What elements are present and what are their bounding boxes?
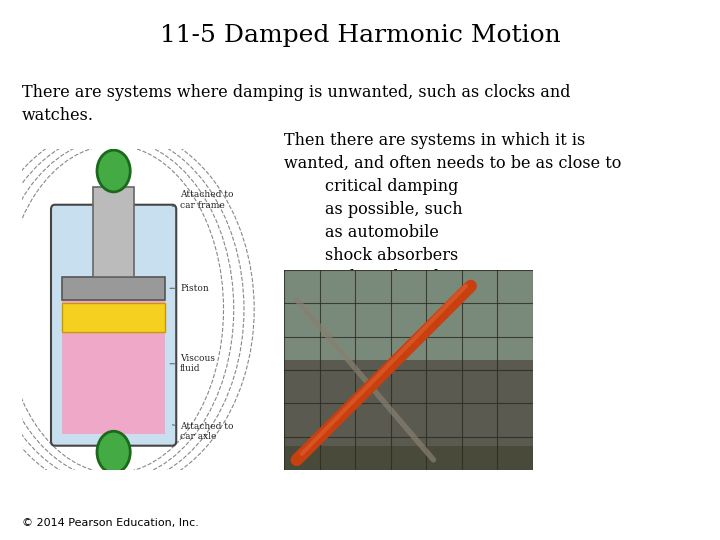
Text: Viscous
fluid: Viscous fluid [170, 354, 215, 374]
FancyBboxPatch shape [51, 205, 176, 446]
Circle shape [97, 431, 130, 473]
Text: © 2014 Pearson Education, Inc.: © 2014 Pearson Education, Inc. [22, 518, 199, 528]
Text: Piston: Piston [170, 284, 209, 293]
Bar [284, 446, 533, 470]
Text: Attached to
car frame: Attached to car frame [172, 190, 233, 210]
Bar [284, 270, 533, 360]
Bar [63, 300, 165, 435]
Bar [93, 187, 134, 277]
Circle shape [97, 150, 130, 192]
Text: Then there are systems in which it is
wanted, and often needs to be as close to
: Then there are systems in which it is wa… [284, 132, 622, 332]
Text: Attached to
car axle: Attached to car axle [172, 422, 233, 441]
Text: 11-5 Damped Harmonic Motion: 11-5 Damped Harmonic Motion [160, 24, 560, 48]
Bar [63, 303, 165, 332]
Bar [63, 277, 165, 300]
Text: There are systems where damping is unwanted, such as clocks and
watches.: There are systems where damping is unwan… [22, 84, 570, 124]
